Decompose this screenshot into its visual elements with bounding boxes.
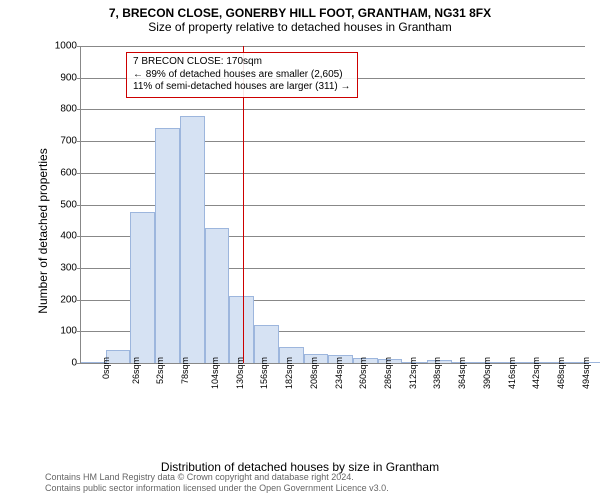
x-tick-label: 494sqm <box>581 357 591 389</box>
annotation-line: 7 BRECON CLOSE: 170sqm <box>133 56 351 69</box>
y-tick-label: 700 <box>51 136 77 147</box>
x-tick-label: 364sqm <box>457 357 467 389</box>
x-tick-label: 156sqm <box>259 357 269 389</box>
x-tick-label: 312sqm <box>408 357 418 389</box>
x-tick-label: 26sqm <box>131 357 141 384</box>
y-tick-label: 100 <box>51 326 77 337</box>
y-axis-label: Number of detached properties <box>36 148 50 313</box>
y-tick-label: 1000 <box>51 41 77 52</box>
gridline <box>81 46 585 47</box>
x-tick-label: 338sqm <box>432 357 442 389</box>
y-tick-label: 600 <box>51 167 77 178</box>
y-tick-label: 200 <box>51 294 77 305</box>
y-tick-label: 0 <box>51 358 77 369</box>
x-tick-label: 390sqm <box>482 357 492 389</box>
annotation-line: 11% of semi-detached houses are larger (… <box>133 81 351 94</box>
x-tick-label: 442sqm <box>531 357 541 389</box>
chart-container: 7, BRECON CLOSE, GONERBY HILL FOOT, GRAN… <box>0 0 600 500</box>
footer-line2: Contains public sector information licen… <box>45 483 600 494</box>
y-tick-label: 400 <box>51 231 77 242</box>
plot-area: 010020030040050060070080090010000sqm26sq… <box>80 46 585 364</box>
x-tick-label: 286sqm <box>383 357 393 389</box>
x-tick-label: 208sqm <box>309 357 319 389</box>
histogram-bar <box>130 212 155 363</box>
y-tick-label: 800 <box>51 104 77 115</box>
marker-annotation: 7 BRECON CLOSE: 170sqm← 89% of detached … <box>126 52 358 98</box>
annotation-line: ← 89% of detached houses are smaller (2,… <box>133 69 351 82</box>
y-tick-label: 300 <box>51 262 77 273</box>
x-tick-label: 260sqm <box>358 357 368 389</box>
y-tick-label: 500 <box>51 199 77 210</box>
gridline <box>81 109 585 110</box>
x-tick-label: 416sqm <box>507 357 517 389</box>
x-tick-label: 104sqm <box>210 357 220 389</box>
histogram-bar <box>180 116 205 363</box>
chart-area: Number of detached properties 0100200300… <box>45 46 585 416</box>
x-tick-label: 468sqm <box>556 357 566 389</box>
histogram-bar <box>205 228 230 363</box>
chart-title: 7, BRECON CLOSE, GONERBY HILL FOOT, GRAN… <box>0 0 600 20</box>
histogram-bar <box>155 128 180 363</box>
chart-subtitle: Size of property relative to detached ho… <box>0 20 600 38</box>
x-tick-label: 182sqm <box>284 357 294 389</box>
x-tick-label: 234sqm <box>334 357 344 389</box>
x-tick-label: 78sqm <box>180 357 190 384</box>
footer-attribution: Contains HM Land Registry data © Crown c… <box>0 472 600 494</box>
y-tick-label: 900 <box>51 72 77 83</box>
x-tick-label: 52sqm <box>155 357 165 384</box>
footer-line1: Contains HM Land Registry data © Crown c… <box>45 472 600 483</box>
x-tick-label: 0sqm <box>101 357 111 379</box>
